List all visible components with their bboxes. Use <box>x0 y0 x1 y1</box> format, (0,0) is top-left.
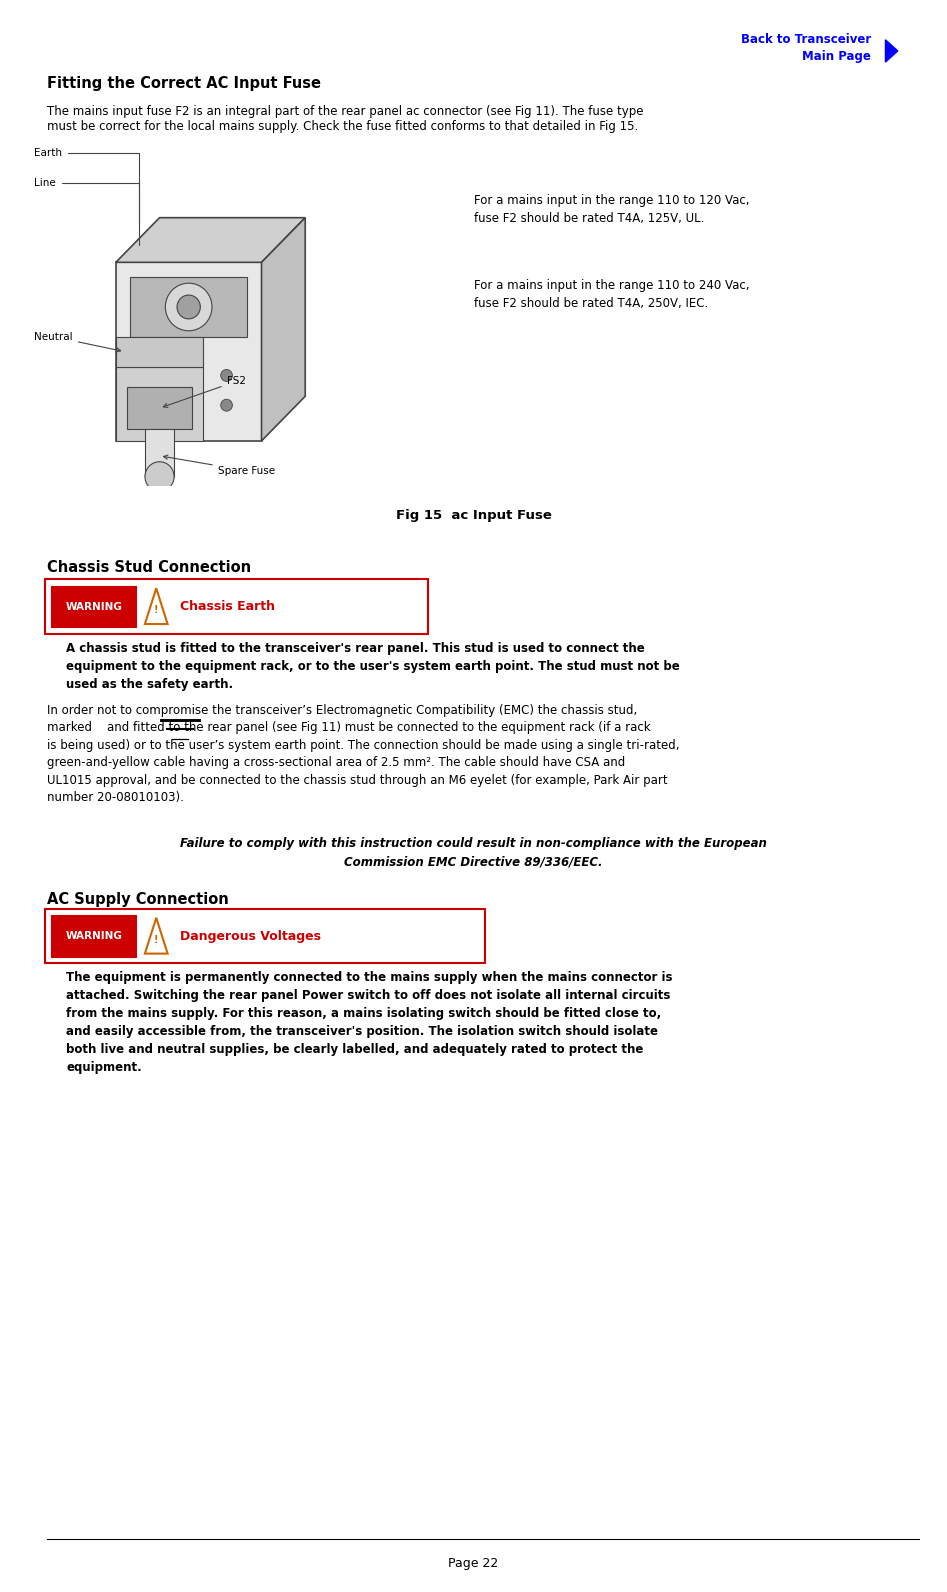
Text: WARNING: WARNING <box>65 602 122 611</box>
Text: For a mains input in the range 110 to 240 Vac,
fuse F2 should be rated T4A, 250V: For a mains input in the range 110 to 24… <box>474 279 749 309</box>
Polygon shape <box>885 40 898 62</box>
FancyBboxPatch shape <box>51 915 136 957</box>
FancyBboxPatch shape <box>45 579 428 634</box>
Text: Chassis Earth: Chassis Earth <box>180 600 275 613</box>
Text: Chassis Stud Connection: Chassis Stud Connection <box>47 560 252 575</box>
Circle shape <box>221 400 232 411</box>
Circle shape <box>166 283 212 331</box>
FancyBboxPatch shape <box>51 586 136 627</box>
Circle shape <box>177 295 201 318</box>
Polygon shape <box>116 263 261 441</box>
Text: In order not to compromise the transceiver’s Electromagnetic Compatibility (EMC): In order not to compromise the transceiv… <box>47 704 680 804</box>
Text: The mains input fuse F2 is an integral part of the rear panel ac connector (see : The mains input fuse F2 is an integral p… <box>47 105 644 134</box>
FancyBboxPatch shape <box>45 909 485 963</box>
Text: The equipment is permanently connected to the mains supply when the mains connec: The equipment is permanently connected t… <box>66 971 672 1075</box>
Text: Fitting the Correct AC Input Fuse: Fitting the Correct AC Input Fuse <box>47 76 321 91</box>
Text: AC Supply Connection: AC Supply Connection <box>47 892 229 906</box>
Polygon shape <box>128 387 191 428</box>
Circle shape <box>221 369 232 382</box>
Text: Neutral: Neutral <box>34 331 120 352</box>
Circle shape <box>145 462 174 492</box>
Polygon shape <box>145 428 174 476</box>
Text: Earth: Earth <box>34 148 139 224</box>
Polygon shape <box>116 366 204 441</box>
Text: Fig 15  ac Input Fuse: Fig 15 ac Input Fuse <box>396 509 551 522</box>
Text: !: ! <box>154 935 158 946</box>
Text: Failure to comply with this instruction could result in non-compliance with the : Failure to comply with this instruction … <box>180 837 767 868</box>
Text: Spare Fuse: Spare Fuse <box>164 455 275 476</box>
Text: WARNING: WARNING <box>65 931 122 941</box>
Polygon shape <box>116 218 305 263</box>
Polygon shape <box>116 338 204 366</box>
Text: Dangerous Voltages: Dangerous Voltages <box>180 930 321 942</box>
Text: Back to Transceiver
Main Page: Back to Transceiver Main Page <box>741 33 871 64</box>
Text: Page 22: Page 22 <box>448 1557 499 1570</box>
Polygon shape <box>131 277 247 338</box>
Text: !: ! <box>154 605 158 616</box>
Polygon shape <box>261 218 305 441</box>
Text: For a mains input in the range 110 to 120 Vac,
fuse F2 should be rated T4A, 125V: For a mains input in the range 110 to 12… <box>474 194 749 224</box>
Text: FS2: FS2 <box>163 376 245 408</box>
Text: A chassis stud is fitted to the transceiver's rear panel. This stud is used to c: A chassis stud is fitted to the transcei… <box>66 642 680 691</box>
Text: Line: Line <box>34 178 139 245</box>
